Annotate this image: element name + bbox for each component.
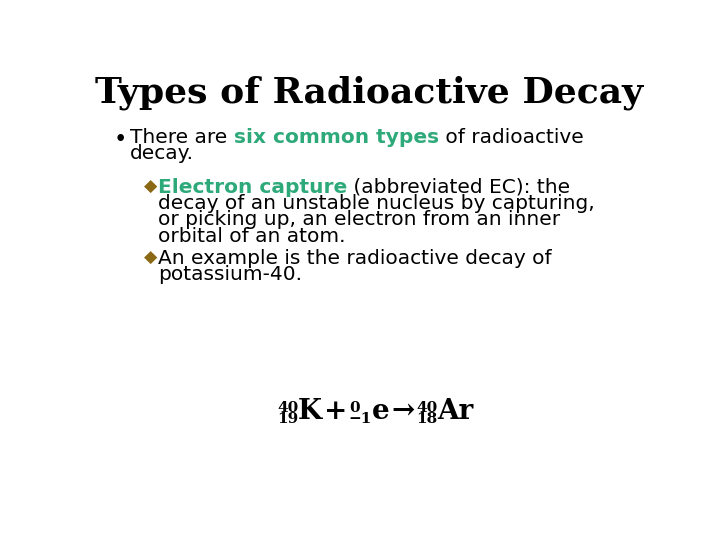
Text: ◆: ◆ (144, 178, 158, 196)
Text: +: + (324, 398, 347, 425)
Text: (abbreviated EC): the: (abbreviated EC): the (348, 178, 570, 197)
Text: 40: 40 (277, 401, 298, 415)
Text: orbital of an atom.: orbital of an atom. (158, 226, 346, 246)
Text: 0: 0 (348, 401, 359, 415)
Text: Types of Radioactive Decay: Types of Radioactive Decay (95, 76, 643, 110)
Text: There are: There are (130, 128, 234, 147)
Text: K: K (298, 398, 323, 425)
Text: six common types: six common types (234, 128, 439, 147)
Text: An example is the radioactive decay of: An example is the radioactive decay of (158, 249, 552, 268)
Text: Electron capture: Electron capture (158, 178, 348, 197)
Text: Ar: Ar (438, 398, 474, 425)
Text: ◆: ◆ (144, 249, 158, 267)
Text: e: e (372, 398, 390, 425)
Text: •: • (113, 128, 127, 151)
Text: or picking up, an electron from an inner: or picking up, an electron from an inner (158, 211, 560, 229)
Text: 19: 19 (277, 412, 298, 426)
Text: 40: 40 (416, 401, 438, 415)
Text: of radioactive: of radioactive (439, 128, 584, 147)
Text: potassium-40.: potassium-40. (158, 265, 302, 284)
Text: 18: 18 (416, 412, 438, 426)
Text: decay of an unstable nucleus by capturing,: decay of an unstable nucleus by capturin… (158, 194, 595, 213)
Text: →: → (392, 398, 415, 425)
Text: −1: −1 (348, 412, 372, 426)
Text: decay.: decay. (130, 144, 194, 163)
